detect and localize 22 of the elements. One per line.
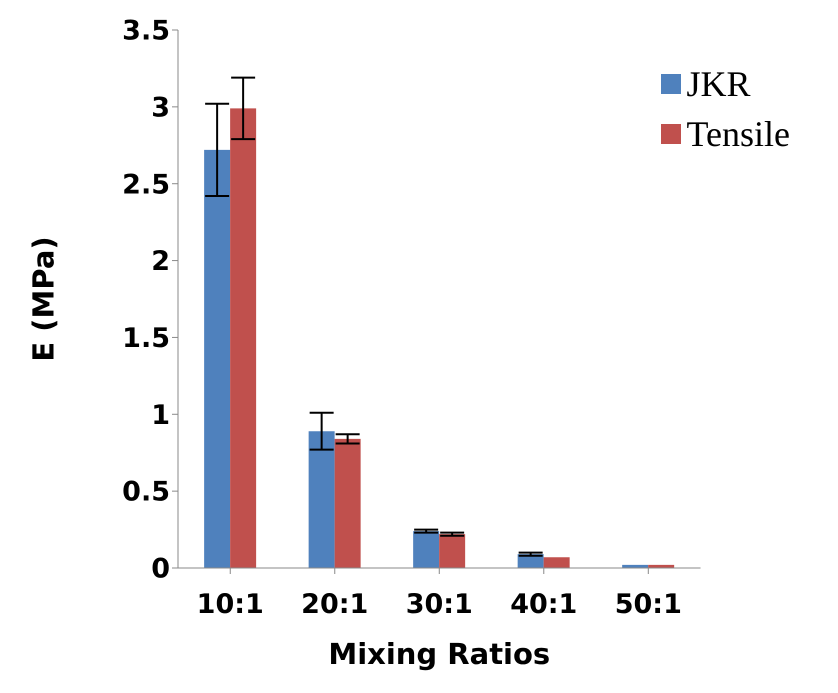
legend-label: JKR xyxy=(686,63,751,105)
y-tick-label: 1.5 xyxy=(122,323,170,354)
x-tick-label: 10:1 xyxy=(196,589,264,620)
bar xyxy=(308,431,335,568)
y-tick-label: 1 xyxy=(151,400,170,431)
x-tick-label: 20:1 xyxy=(301,589,368,620)
y-tick-label: 3.5 xyxy=(122,16,170,47)
bar xyxy=(230,108,256,568)
x-axis-title: Mixing Ratios xyxy=(328,637,550,671)
bar xyxy=(334,438,361,568)
bar xyxy=(544,557,570,568)
y-tick-label: 0 xyxy=(151,554,170,585)
x-tick-label: 50:1 xyxy=(614,589,682,620)
y-tick-label: 0.5 xyxy=(122,476,170,508)
y-tick-label: 2 xyxy=(151,246,170,278)
legend-label: Tensile xyxy=(686,113,790,155)
y-axis-title: E (MPa) xyxy=(26,236,60,362)
y-tick-label: 2.5 xyxy=(122,169,170,200)
y-tick-label: 3 xyxy=(151,92,170,124)
x-tick-label: 30:1 xyxy=(406,589,473,620)
x-tick-label: 40:1 xyxy=(510,589,578,620)
bar xyxy=(204,150,230,568)
